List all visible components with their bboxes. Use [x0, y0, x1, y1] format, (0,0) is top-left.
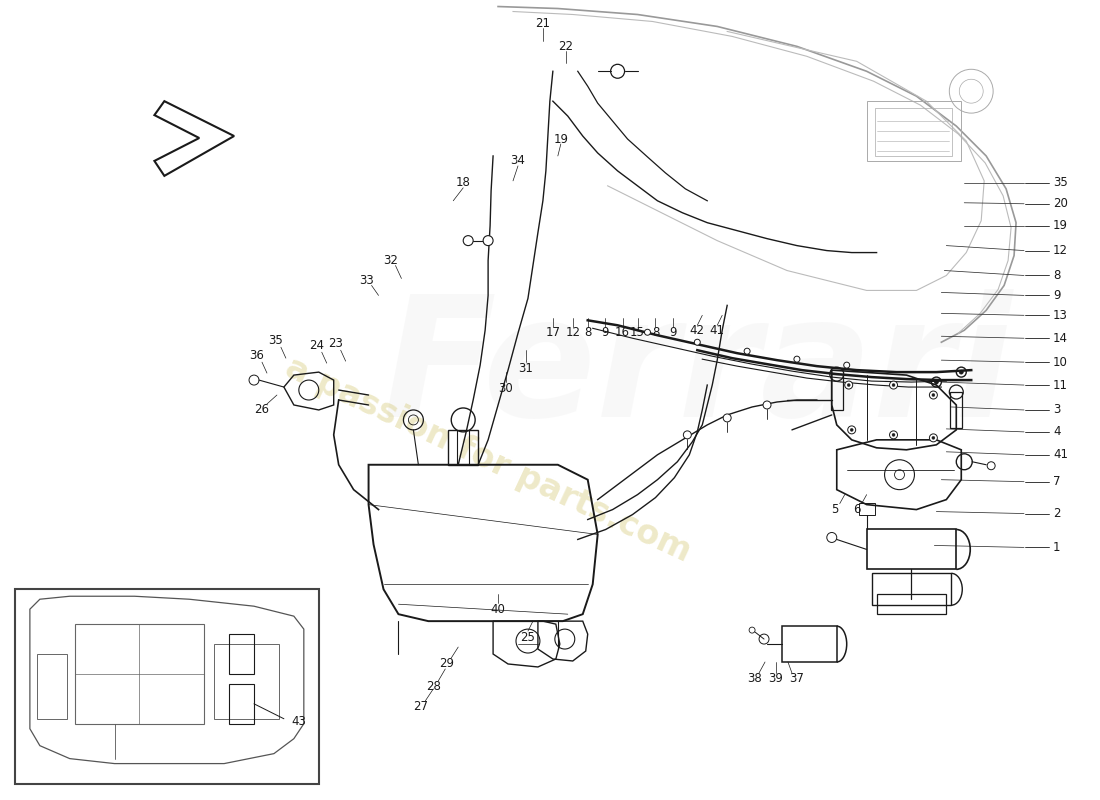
- Circle shape: [892, 434, 895, 436]
- Bar: [950, 392, 962, 428]
- Text: 31: 31: [518, 362, 534, 374]
- Text: 14: 14: [1053, 332, 1068, 345]
- Circle shape: [463, 236, 473, 246]
- Circle shape: [794, 356, 800, 362]
- Text: 6: 6: [852, 503, 860, 516]
- Circle shape: [645, 330, 650, 335]
- Text: 41: 41: [1053, 448, 1068, 462]
- Text: 20: 20: [1053, 198, 1068, 210]
- Circle shape: [845, 381, 853, 389]
- Text: 32: 32: [383, 254, 398, 267]
- Text: 24: 24: [309, 338, 324, 352]
- Text: Ferrari: Ferrari: [383, 289, 1012, 452]
- Text: 27: 27: [412, 700, 428, 714]
- Text: 43: 43: [292, 715, 307, 728]
- Bar: [75, 624, 205, 724]
- Polygon shape: [154, 101, 234, 176]
- Text: 34: 34: [510, 154, 526, 167]
- Bar: [830, 374, 843, 410]
- Circle shape: [934, 380, 938, 384]
- Text: 11: 11: [1053, 378, 1068, 391]
- Text: 15: 15: [630, 326, 645, 338]
- Circle shape: [932, 394, 935, 397]
- Text: 41: 41: [710, 324, 725, 337]
- Text: 13: 13: [1053, 309, 1068, 322]
- Text: 40: 40: [491, 602, 506, 616]
- Text: 9: 9: [601, 326, 608, 338]
- Text: 38: 38: [747, 673, 761, 686]
- Circle shape: [844, 362, 849, 368]
- Bar: [37, 654, 67, 718]
- Bar: [867, 530, 956, 570]
- Text: 8: 8: [1053, 269, 1060, 282]
- Circle shape: [848, 426, 856, 434]
- Text: 18: 18: [455, 176, 471, 190]
- Text: 39: 39: [769, 673, 783, 686]
- Text: 19: 19: [1053, 219, 1068, 232]
- Text: 12: 12: [1053, 244, 1068, 257]
- Bar: [449, 430, 478, 465]
- Text: 35: 35: [1053, 176, 1068, 190]
- Text: 3: 3: [1053, 403, 1060, 417]
- Text: 4: 4: [1053, 426, 1060, 438]
- Circle shape: [932, 436, 935, 439]
- Bar: [214, 644, 279, 718]
- Text: 2: 2: [1053, 507, 1060, 520]
- Text: 17: 17: [546, 326, 560, 338]
- Circle shape: [850, 428, 854, 431]
- Bar: [871, 574, 952, 606]
- Text: a passion for parts.com: a passion for parts.com: [280, 351, 696, 569]
- Bar: [867, 101, 961, 161]
- Text: 29: 29: [439, 658, 454, 670]
- Circle shape: [892, 383, 895, 386]
- Text: 8: 8: [652, 326, 659, 338]
- Circle shape: [694, 339, 701, 346]
- Text: 28: 28: [426, 680, 441, 694]
- Bar: [15, 590, 319, 783]
- Text: 9: 9: [1053, 289, 1060, 302]
- Text: 16: 16: [615, 326, 630, 338]
- Text: 23: 23: [328, 337, 343, 350]
- Circle shape: [763, 401, 771, 409]
- Text: 10: 10: [1053, 356, 1068, 369]
- Circle shape: [744, 348, 750, 354]
- Circle shape: [723, 414, 732, 422]
- Bar: [859, 502, 874, 514]
- Text: 26: 26: [254, 403, 270, 417]
- Text: 22: 22: [559, 40, 573, 53]
- Circle shape: [890, 431, 898, 439]
- Bar: [782, 626, 837, 662]
- Text: 30: 30: [498, 382, 514, 394]
- Text: 1: 1: [1053, 541, 1060, 554]
- Text: 35: 35: [268, 334, 284, 346]
- Text: 42: 42: [690, 324, 705, 337]
- Circle shape: [683, 431, 691, 439]
- Circle shape: [483, 236, 493, 246]
- Text: 9: 9: [670, 326, 678, 338]
- Bar: [874, 108, 953, 156]
- Text: 12: 12: [565, 326, 581, 338]
- Circle shape: [847, 383, 850, 386]
- Circle shape: [959, 370, 964, 374]
- Text: 25: 25: [520, 630, 536, 643]
- Text: 33: 33: [360, 274, 374, 287]
- Text: 8: 8: [584, 326, 592, 338]
- Text: 21: 21: [536, 17, 550, 30]
- Text: 7: 7: [1053, 475, 1060, 488]
- Text: 36: 36: [250, 349, 264, 362]
- Circle shape: [890, 381, 898, 389]
- Text: 5: 5: [832, 503, 838, 516]
- Text: 19: 19: [553, 133, 569, 146]
- Text: 37: 37: [790, 673, 804, 686]
- Circle shape: [930, 434, 937, 442]
- Circle shape: [930, 391, 937, 399]
- Bar: [877, 594, 946, 614]
